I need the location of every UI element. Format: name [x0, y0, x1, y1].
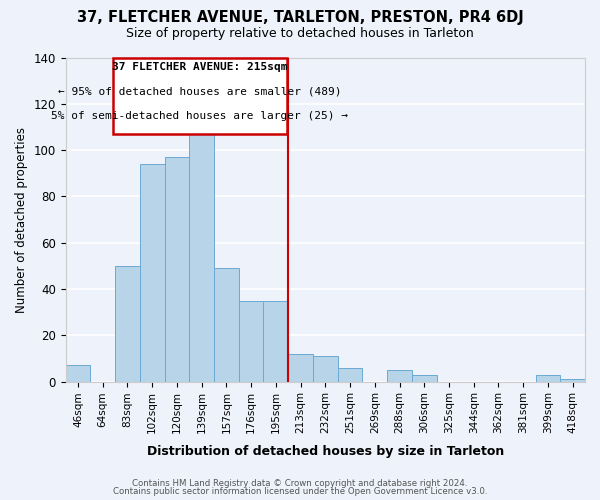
Bar	[214, 268, 239, 382]
Bar	[263, 300, 288, 382]
Bar	[164, 157, 190, 382]
Bar	[412, 374, 437, 382]
Bar	[115, 266, 140, 382]
Bar	[288, 354, 313, 382]
Bar	[239, 300, 263, 382]
Bar	[338, 368, 362, 382]
Text: 5% of semi-detached houses are larger (25) →: 5% of semi-detached houses are larger (2…	[52, 110, 349, 120]
Text: Contains HM Land Registry data © Crown copyright and database right 2024.: Contains HM Land Registry data © Crown c…	[132, 478, 468, 488]
Bar	[190, 120, 214, 382]
Text: ← 95% of detached houses are smaller (489): ← 95% of detached houses are smaller (48…	[58, 86, 341, 97]
Bar	[387, 370, 412, 382]
Bar	[560, 379, 585, 382]
Bar	[140, 164, 164, 382]
X-axis label: Distribution of detached houses by size in Tarleton: Distribution of detached houses by size …	[147, 444, 504, 458]
Text: 37 FLETCHER AVENUE: 215sqm: 37 FLETCHER AVENUE: 215sqm	[112, 62, 287, 72]
Bar	[113, 58, 287, 134]
Bar	[536, 374, 560, 382]
Text: 37, FLETCHER AVENUE, TARLETON, PRESTON, PR4 6DJ: 37, FLETCHER AVENUE, TARLETON, PRESTON, …	[77, 10, 523, 25]
Y-axis label: Number of detached properties: Number of detached properties	[15, 126, 28, 312]
Text: Contains public sector information licensed under the Open Government Licence v3: Contains public sector information licen…	[113, 487, 487, 496]
Bar	[313, 356, 338, 382]
Bar	[65, 366, 91, 382]
Text: Size of property relative to detached houses in Tarleton: Size of property relative to detached ho…	[126, 28, 474, 40]
